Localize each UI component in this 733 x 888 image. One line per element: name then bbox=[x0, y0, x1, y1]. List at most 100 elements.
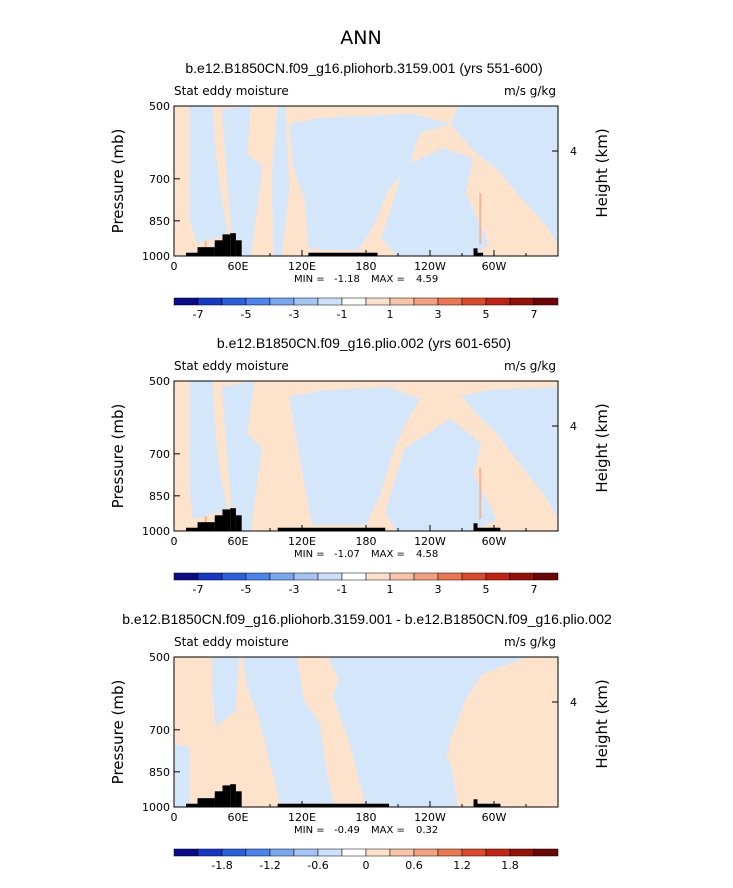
contour-fill bbox=[186, 381, 558, 531]
colorbar-swatch bbox=[269, 572, 295, 581]
terrain-block bbox=[473, 248, 478, 256]
y-tick-label: 500 bbox=[149, 375, 170, 388]
y-axis-title-right: Height (km) bbox=[593, 403, 611, 492]
max-value: 4.59 bbox=[416, 274, 438, 285]
positive-region bbox=[304, 657, 340, 699]
terrain-block bbox=[197, 522, 215, 531]
colorbar-label: 5 bbox=[483, 308, 490, 321]
colorbar-swatch bbox=[221, 297, 247, 306]
max-text: MAX = bbox=[371, 549, 405, 560]
colorbar-swatch bbox=[173, 848, 199, 857]
colorbar-swatch bbox=[245, 297, 271, 306]
negative-region bbox=[212, 657, 240, 726]
colorbar-label: -7 bbox=[193, 583, 204, 596]
x-tick-label: 0 bbox=[171, 260, 178, 273]
positive-streak bbox=[479, 468, 482, 519]
colorbar-swatch bbox=[413, 572, 439, 581]
colorbar-swatch bbox=[245, 848, 271, 857]
terrain-block bbox=[214, 242, 223, 256]
colorbar-swatch bbox=[197, 848, 223, 857]
colorbar-swatch bbox=[221, 572, 247, 581]
x-tick-label: 60E bbox=[228, 535, 249, 548]
x-tick-label: 60E bbox=[228, 811, 249, 824]
negative-region bbox=[289, 387, 420, 525]
colorbar-swatch bbox=[437, 572, 463, 581]
terrain bbox=[186, 233, 484, 256]
colorbar-swatch bbox=[533, 848, 559, 857]
terrain-block bbox=[222, 785, 231, 807]
colorbar-swatch bbox=[461, 848, 487, 857]
max-value: 4.58 bbox=[416, 549, 438, 560]
y-axis-title: Pressure (mb) bbox=[109, 129, 127, 234]
colorbar-swatch bbox=[197, 297, 223, 306]
variable-label: Stat eddy moisture bbox=[174, 84, 289, 98]
negative-region bbox=[381, 148, 489, 256]
colorbar-label: 3 bbox=[435, 308, 442, 321]
colorbar-label: 1.8 bbox=[501, 859, 519, 872]
right-tick-label: 4 bbox=[570, 420, 577, 433]
y-axis-title: Pressure (mb) bbox=[109, 680, 127, 785]
x-tick-label: 120W bbox=[414, 535, 446, 548]
x-tick-label: 120W bbox=[414, 260, 446, 273]
terrain-block bbox=[473, 252, 484, 256]
terrain-block bbox=[308, 252, 378, 256]
colorbar-swatch bbox=[365, 572, 391, 581]
panel-title: b.e12.B1850CN.f09_g16.pliohorb.3159.001 … bbox=[185, 60, 542, 76]
panel-1: b.e12.B1850CN.f09_g16.pliohorb.3159.001 … bbox=[109, 60, 611, 321]
x-tick-label: 120E bbox=[288, 535, 316, 548]
y-tick-label: 500 bbox=[149, 651, 170, 664]
negative-region bbox=[271, 106, 290, 256]
colorbar-swatch bbox=[341, 572, 367, 581]
terrain bbox=[186, 784, 501, 807]
y-axis-title-right: Height (km) bbox=[593, 679, 611, 768]
x-tick-label: 60W bbox=[482, 260, 507, 273]
y-tick-label: 1000 bbox=[142, 801, 170, 814]
negative-region bbox=[189, 106, 228, 244]
y-tick-label: 850 bbox=[149, 766, 170, 779]
colorbar-swatch bbox=[317, 848, 343, 857]
x-tick-label: 180 bbox=[356, 811, 377, 824]
negative-region bbox=[222, 381, 263, 531]
x-tick-label: 180 bbox=[356, 535, 377, 548]
colorbar-label: -3 bbox=[289, 308, 300, 321]
panel-title: b.e12.B1850CN.f09_g16.pliohorb.3159.001 … bbox=[122, 611, 612, 627]
colorbar-swatch bbox=[317, 572, 343, 581]
y-tick-label: 850 bbox=[149, 215, 170, 228]
colorbar-label: 7 bbox=[531, 308, 538, 321]
colorbar: -7 -5 -3 -1 1 3 5 7 bbox=[173, 572, 559, 596]
colorbar-swatch bbox=[389, 572, 415, 581]
min-value: -0.49 bbox=[334, 825, 360, 836]
negative-region bbox=[222, 106, 263, 256]
colorbar-label: 1 bbox=[387, 308, 394, 321]
colorbar-swatch bbox=[485, 572, 511, 581]
colorbar-label: 1 bbox=[387, 583, 394, 596]
colorbar-swatch bbox=[293, 297, 319, 306]
variable-label: Stat eddy moisture bbox=[174, 635, 289, 649]
colorbar-swatch bbox=[269, 848, 295, 857]
colorbar-swatch bbox=[173, 572, 199, 581]
x-tick-label: 60E bbox=[228, 260, 249, 273]
colorbar-swatch bbox=[365, 848, 391, 857]
y-tick-label: 500 bbox=[149, 100, 170, 113]
colorbar-swatch bbox=[245, 572, 271, 581]
terrain-block bbox=[197, 247, 215, 256]
colorbar-label: 0.6 bbox=[405, 859, 423, 872]
x-tick-label: 60W bbox=[482, 811, 507, 824]
colorbar-swatch bbox=[413, 297, 439, 306]
terrain-block bbox=[230, 233, 236, 256]
min-text: MIN = bbox=[294, 274, 325, 285]
colorbar-swatch bbox=[437, 848, 463, 857]
units-label: m/s g/kg bbox=[504, 84, 556, 98]
max-text: MAX = bbox=[371, 825, 405, 836]
contour-fill bbox=[174, 657, 528, 807]
max-text: MAX = bbox=[371, 274, 405, 285]
colorbar-label: 1.2 bbox=[453, 859, 471, 872]
variable-label: Stat eddy moisture bbox=[174, 359, 289, 373]
y-tick-label: 700 bbox=[149, 448, 170, 461]
colorbar-swatch bbox=[461, 297, 487, 306]
right-tick-label: 4 bbox=[570, 145, 577, 158]
terrain-block bbox=[473, 523, 478, 531]
positive-streak bbox=[204, 516, 207, 525]
x-tick-label: 120W bbox=[414, 811, 446, 824]
